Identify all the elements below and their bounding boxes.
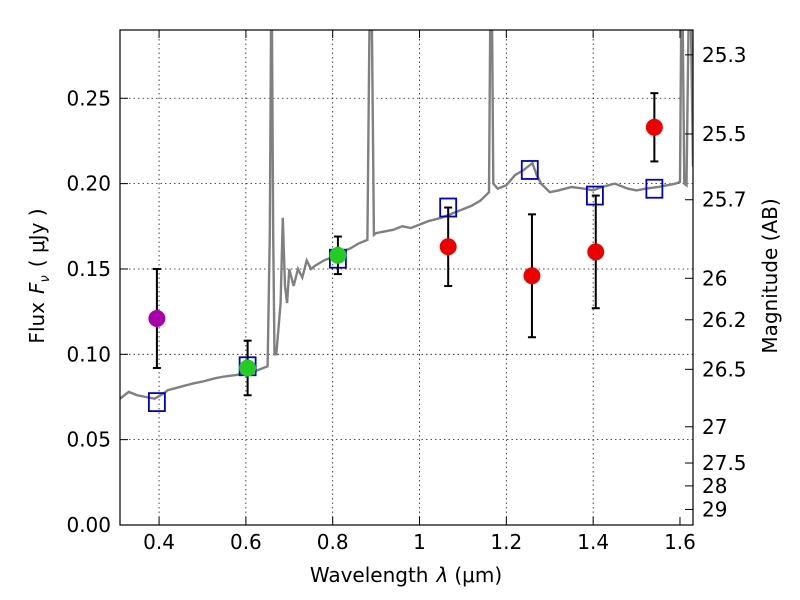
x-axis-ticks: 0.4 0.6 0.8 1 1.2 1.4 1.6 <box>143 30 696 554</box>
x-axis-label: Wavelength λ (μm) <box>310 563 502 587</box>
y-tick-label: 0.20 <box>66 172 111 196</box>
magnitude-tick-label: 25.5 <box>702 122 747 146</box>
magnitude-tick-label: 28 <box>702 474 727 498</box>
model-point <box>147 392 166 413</box>
x-tick-label: 0.8 <box>317 530 349 554</box>
model-point <box>520 160 539 180</box>
x-tick-label: 0.4 <box>143 530 175 554</box>
magnitude-tick-label: 29 <box>702 497 727 521</box>
observed-point <box>645 118 663 136</box>
y-tick-label: 0.00 <box>66 513 111 537</box>
y-axis-ticks: 0.00 0.05 0.10 0.15 0.20 0.25 <box>66 86 128 537</box>
magnitude-tick-label: 27 <box>702 415 727 439</box>
observed-photometry-points <box>148 92 663 397</box>
y-axis-label: FluxFν( μJy ) <box>25 208 53 343</box>
grid-lines <box>120 30 693 525</box>
y-tick-label: 0.25 <box>66 86 111 110</box>
magnitude-tick-label: 26.5 <box>702 357 747 381</box>
y-tick-label: 0.05 <box>66 428 111 452</box>
observed-point <box>523 267 541 285</box>
magnitude-tick-label: 25.7 <box>702 188 747 212</box>
model-photometry-points <box>147 160 664 413</box>
magnitude-tick-label: 26 <box>702 266 727 290</box>
spectrum-line <box>120 30 693 400</box>
observed-point <box>439 238 457 256</box>
observed-point <box>329 246 347 264</box>
y-tick-label: 0.10 <box>66 342 111 366</box>
magnitude-tick-label: 26.2 <box>702 308 747 332</box>
x-tick-label: 1.4 <box>577 530 609 554</box>
magnitude-tick-label: 27.5 <box>702 451 747 475</box>
observed-point <box>148 309 166 327</box>
x-tick-label: 1 <box>413 530 426 554</box>
model-point <box>645 178 664 199</box>
observed-point <box>239 359 257 377</box>
x-tick-label: 0.6 <box>230 530 262 554</box>
magnitude-tick-label: 25.3 <box>702 43 747 67</box>
plot-frame <box>119 29 694 526</box>
y-tick-label: 0.15 <box>66 257 111 281</box>
observed-point <box>587 243 605 261</box>
x-tick-label: 1.2 <box>490 530 522 554</box>
magnitude-axis-label: Magnitude (AB) <box>758 198 782 353</box>
x-tick-label: 1.6 <box>664 530 696 554</box>
